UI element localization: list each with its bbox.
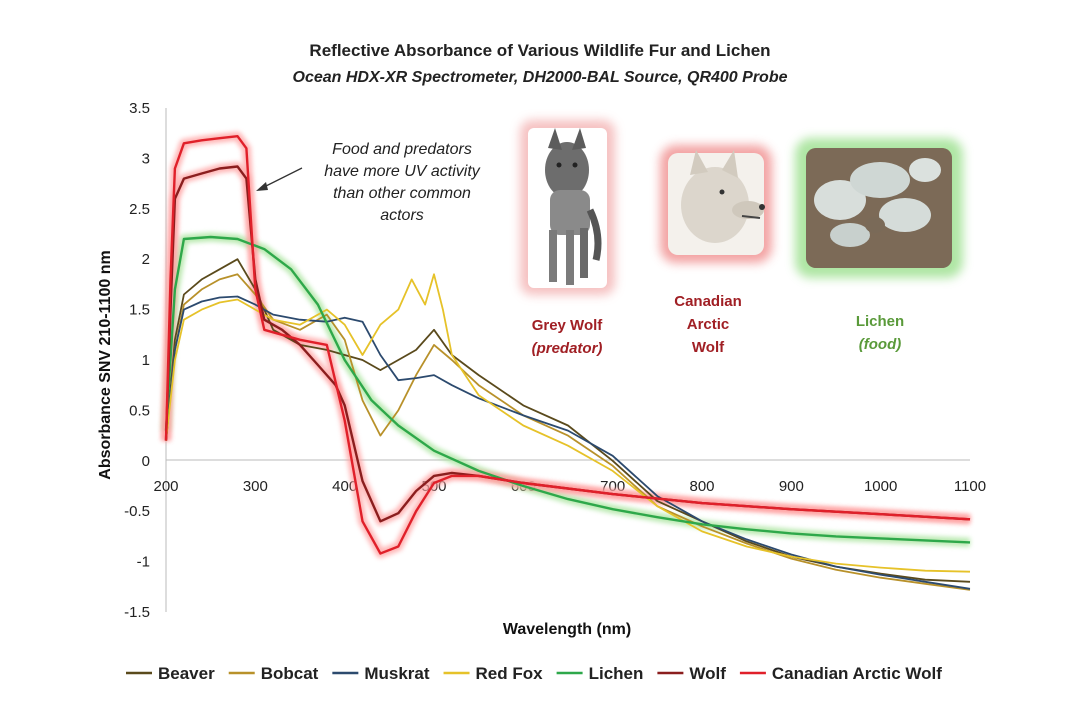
y-tick-label: -0.5 bbox=[124, 503, 150, 520]
series-line-bobcat bbox=[165, 273, 971, 591]
y-tick-label: 3.5 bbox=[129, 100, 150, 117]
y-tick-label: 1.5 bbox=[129, 302, 150, 319]
legend-item: Wolf bbox=[657, 664, 726, 683]
legend: Beaver Bobcat Muskrat Red Fox Lichen Wolf Cana… bbox=[126, 664, 942, 683]
image-label-line: Canadian bbox=[674, 293, 742, 310]
x-tick-label: 300 bbox=[243, 478, 268, 495]
y-tick-label: -1 bbox=[137, 554, 150, 571]
series bbox=[164, 135, 971, 591]
x-tick-label: 800 bbox=[689, 478, 714, 495]
arctic-wolf-photo bbox=[660, 145, 772, 263]
grey-wolf-photo bbox=[520, 120, 615, 295]
legend-label: Bobcat bbox=[261, 664, 319, 683]
legend-item: Canadian Arctic Wolf bbox=[739, 664, 942, 683]
legend-item: Beaver bbox=[126, 664, 215, 683]
annotation-line: actors bbox=[380, 207, 424, 224]
legend-label: Muskrat bbox=[364, 664, 430, 683]
y-ticks: 3.5 3 2.5 2 1.5 1 0.5 0 -0.5 -1 -1.5 bbox=[124, 100, 150, 621]
annotation-line: than other common bbox=[333, 185, 471, 202]
annotation-line: Food and predators bbox=[332, 141, 472, 158]
annotation-text: Food and predators have more UV activity t… bbox=[324, 141, 481, 224]
annotation: Food and predators have more UV activity t… bbox=[256, 141, 481, 224]
legend-item: Red Fox bbox=[443, 664, 544, 683]
image-label-line: Lichen bbox=[856, 313, 904, 330]
chart-title: Reflective Absorbance of Various Wildlif… bbox=[309, 41, 770, 60]
y-axis-label: Absorbance SNV 210-1100 nm bbox=[97, 250, 114, 479]
image-labels: Grey Wolf (predator) Canadian Arctic Wolf Lic… bbox=[532, 293, 905, 357]
legend-label: Canadian Arctic Wolf bbox=[772, 664, 942, 683]
image-label-line: Grey Wolf bbox=[532, 317, 604, 334]
photos bbox=[520, 120, 963, 295]
series-line-red-fox bbox=[165, 273, 971, 573]
lichen-photo bbox=[795, 138, 963, 278]
x-tick-label: 1000 bbox=[864, 478, 897, 495]
y-tick-label: 1 bbox=[142, 352, 150, 369]
annotation-line: have more UV activity bbox=[324, 163, 481, 180]
series-line-canadian-arctic-wolf bbox=[164, 135, 971, 555]
series-line-beaver bbox=[165, 258, 971, 583]
image-label-line: Arctic bbox=[687, 316, 730, 333]
image-label-line: (predator) bbox=[532, 340, 603, 357]
legend-label: Beaver bbox=[158, 664, 215, 683]
legend-item: Bobcat bbox=[228, 664, 319, 683]
x-tick-label: 200 bbox=[153, 478, 178, 495]
annotation-arrow bbox=[261, 167, 303, 189]
image-label-line: Wolf bbox=[692, 339, 725, 356]
series-line-muskrat bbox=[165, 295, 971, 590]
y-tick-label: 2.5 bbox=[129, 201, 150, 218]
legend-label: Lichen bbox=[589, 664, 644, 683]
annotation-arrowhead bbox=[256, 182, 268, 191]
chart-subtitle: Ocean HDX-XR Spectrometer, DH2000-BAL So… bbox=[293, 69, 788, 86]
y-tick-label: -1.5 bbox=[124, 604, 150, 621]
legend-label: Red Fox bbox=[476, 664, 544, 683]
y-tick-label: 0 bbox=[142, 453, 150, 470]
series-line-lichen bbox=[164, 235, 971, 544]
legend-item: Lichen bbox=[556, 664, 644, 683]
x-axis-label: Wavelength (nm) bbox=[503, 621, 631, 638]
y-tick-label: 2 bbox=[142, 251, 150, 268]
x-tick-label: 900 bbox=[779, 478, 804, 495]
legend-item: Muskrat bbox=[332, 664, 430, 683]
y-tick-label: 3 bbox=[142, 150, 150, 167]
image-label-line: (food) bbox=[859, 336, 901, 353]
legend-label: Wolf bbox=[689, 664, 726, 683]
x-tick-label: 400 bbox=[332, 478, 357, 495]
y-tick-label: 0.5 bbox=[129, 402, 150, 419]
x-tick-label: 1100 bbox=[954, 478, 986, 495]
